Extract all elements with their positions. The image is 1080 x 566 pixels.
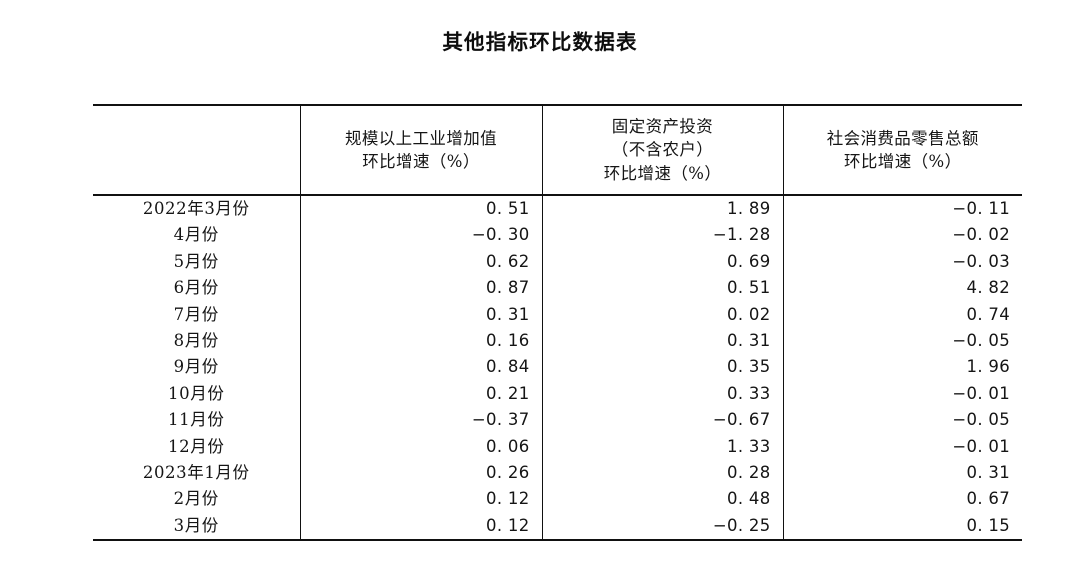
table-row: 6月份 0. 87 0. 51 4. 82 <box>93 275 1022 302</box>
cell-period: 4月份 <box>173 225 219 245</box>
cell-retail-sales: −0. 11 <box>782 195 1022 223</box>
cell-retail-sales: 4. 82 <box>782 275 1022 302</box>
table-row: 3月份 0. 12 −0. 25 0. 15 <box>93 512 1022 542</box>
cell-fixed-asset-investment: 0. 35 <box>541 354 783 381</box>
cell-industrial-value-added: 0. 26 <box>299 460 542 487</box>
cell-fixed-asset-investment: −1. 28 <box>541 222 783 249</box>
cell-retail-sales: −0. 02 <box>782 222 1022 249</box>
cell-retail-sales: 0. 74 <box>782 301 1022 329</box>
header-line-1: 规模以上工业增加值 <box>344 128 498 148</box>
cell-period: 7月份 <box>173 304 219 324</box>
table-header-row: 规模以上工业增加值 环比增速（%） 固定资产投资 （不含农户） 环比增速（%） … <box>93 104 1022 196</box>
table-row: 11月份 −0. 37 −0. 67 −0. 05 <box>93 407 1022 434</box>
header-line-1: 社会消费品零售总额 <box>826 128 979 148</box>
cell-fixed-asset-investment: 1. 33 <box>541 433 783 461</box>
cell-period: 12月份 <box>168 436 225 456</box>
cell-industrial-value-added: 0. 12 <box>299 512 542 542</box>
column-header-retail-sales: 社会消费品零售总额 环比增速（%） <box>782 104 1022 196</box>
cell-industrial-value-added: 0. 16 <box>299 328 542 355</box>
cell-fixed-asset-investment: −0. 67 <box>541 407 783 434</box>
other-indicators-mom-table: 规模以上工业增加值 环比增速（%） 固定资产投资 （不含农户） 环比增速（%） … <box>93 104 1022 542</box>
table-row: 5月份 0. 62 0. 69 −0. 03 <box>93 248 1022 276</box>
cell-fixed-asset-investment: −0. 25 <box>541 512 783 542</box>
cell-fixed-asset-investment: 0. 69 <box>541 248 783 276</box>
column-header-industrial-value-added: 规模以上工业增加值 环比增速（%） <box>299 104 542 196</box>
cell-period: 6月份 <box>173 278 219 298</box>
cell-industrial-value-added: 0. 06 <box>299 433 542 461</box>
cell-period: 11月份 <box>168 410 225 430</box>
cell-retail-sales: 0. 15 <box>782 512 1022 542</box>
table-row: 12月份 0. 06 1. 33 −0. 01 <box>93 433 1022 461</box>
cell-industrial-value-added: 0. 87 <box>299 275 542 302</box>
cell-industrial-value-added: 0. 21 <box>299 380 542 408</box>
cell-industrial-value-added: 0. 31 <box>299 301 542 329</box>
cell-industrial-value-added: 0. 62 <box>299 248 542 276</box>
cell-period: 8月份 <box>173 331 219 351</box>
cell-retail-sales: 0. 31 <box>782 460 1022 487</box>
cell-industrial-value-added: 0. 12 <box>299 486 542 513</box>
table-row: 8月份 0. 16 0. 31 −0. 05 <box>93 328 1022 355</box>
table-body: 2022年3月份 0. 51 1. 89 −0. 11 4月份 −0. 30 −1. 28−… <box>93 195 1022 542</box>
cell-retail-sales: −0. 01 <box>782 380 1022 408</box>
cell-retail-sales: −0. 01 <box>782 433 1022 461</box>
cell-retail-sales: −0. 05 <box>782 407 1022 434</box>
header-line-1: 固定资产投资 <box>611 116 714 136</box>
table-row: 9月份 0. 84 0. 35 1. 96 <box>93 354 1022 381</box>
cell-industrial-value-added: 0. 84 <box>299 354 542 381</box>
cell-period: 5月份 <box>173 251 219 271</box>
table-row: 2月份 0. 12 0. 48 0. 67 <box>93 486 1022 513</box>
cell-period: 9月份 <box>173 357 219 377</box>
page-title: 其他指标环比数据表 <box>442 30 638 54</box>
cell-fixed-asset-investment: 0. 31 <box>541 328 783 355</box>
table-row: 10月份 0. 21 0. 33 −0. 01 <box>93 380 1022 408</box>
cell-fixed-asset-investment: 0. 33 <box>541 380 783 408</box>
table-row: 7月份 0. 31 0. 02 0. 74 <box>93 301 1022 329</box>
cell-period: 2023年1月份 <box>142 463 250 483</box>
header-line-2: 环比增速（%） <box>844 152 962 171</box>
cell-fixed-asset-investment: 0. 02 <box>541 301 783 329</box>
table-row: 2022年3月份 0. 51 1. 89 −0. 11 <box>93 195 1022 223</box>
cell-retail-sales: 0. 67 <box>782 486 1022 513</box>
header-line-2: （不含农户） <box>611 140 714 160</box>
cell-period: 2月份 <box>173 489 219 509</box>
table-row: 2023年1月份 0. 26 0. 28 0. 31 <box>93 460 1022 487</box>
cell-industrial-value-added: −0. 37 <box>299 407 542 434</box>
cell-fixed-asset-investment: 0. 51 <box>541 275 783 302</box>
cell-retail-sales: −0. 05 <box>782 328 1022 355</box>
cell-period: 2022年3月份 <box>142 199 250 218</box>
cell-industrial-value-added: −0. 30 <box>299 222 542 249</box>
header-line-2: 环比增速（%） <box>362 152 480 171</box>
header-line-3: 环比增速（%） <box>603 163 722 183</box>
cell-period: 3月份 <box>93 512 300 542</box>
cell-industrial-value-added: 0. 51 <box>299 195 542 223</box>
cell-retail-sales: −0. 03 <box>782 248 1022 276</box>
table-row: 4月份 −0. 30 −1. 28 −0. 02 <box>93 222 1022 249</box>
column-header-period <box>93 104 300 196</box>
data-table-container: 规模以上工业增加值 环比增速（%） 固定资产投资 （不含农户） 环比增速（%） … <box>93 104 1022 542</box>
cell-fixed-asset-investment: 1. 89 <box>541 195 783 223</box>
column-header-fixed-asset-investment: 固定资产投资 （不含农户） 环比增速（%） <box>541 104 783 196</box>
cell-fixed-asset-investment: 0. 28 <box>541 460 783 487</box>
cell-period: 10月份 <box>168 383 225 403</box>
cell-fixed-asset-investment: 0. 48 <box>541 486 783 513</box>
cell-retail-sales: 1. 96 <box>782 354 1022 381</box>
